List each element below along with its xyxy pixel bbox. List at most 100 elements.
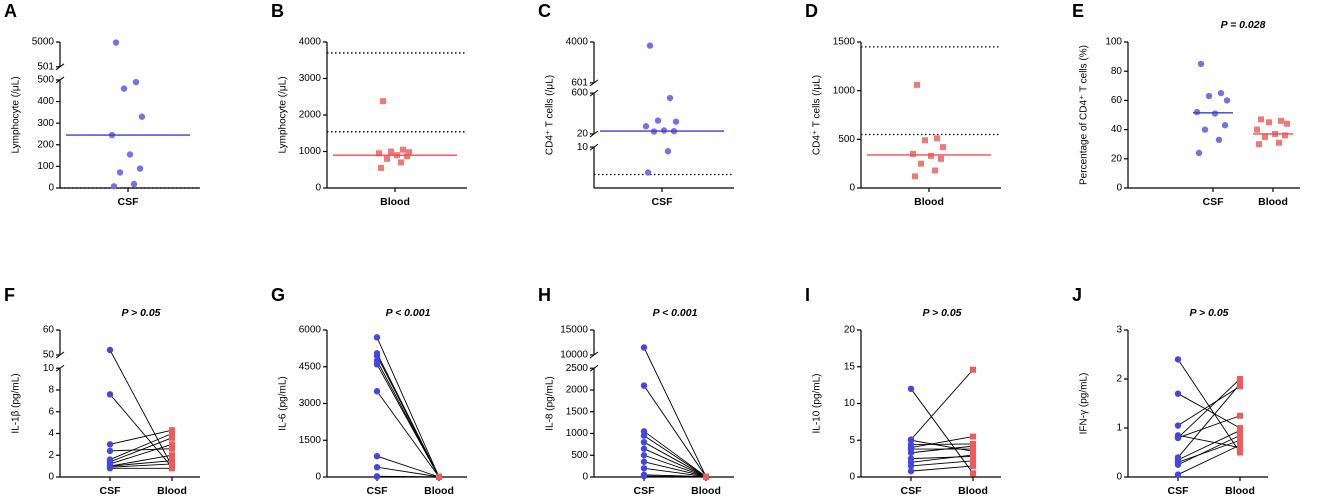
data-point (1237, 442, 1243, 449)
data-point (169, 427, 175, 434)
y-tick-label: 4000 (299, 37, 322, 48)
data-point (907, 467, 915, 475)
y-axis-label: CD4⁺ T cells (/μL) (545, 75, 556, 155)
x-tick-label: Blood (691, 485, 721, 497)
y-tick-label: 100 (1105, 37, 1122, 48)
data-point (1217, 89, 1225, 97)
y-tick-label: 1500 (566, 406, 589, 417)
data-point (1237, 376, 1243, 382)
y-axis-label: IFN-γ (pg/mL) (1079, 373, 1090, 435)
x-tick-label: CSF (1168, 485, 1190, 497)
data-point (1237, 380, 1243, 387)
pair-line (910, 465, 974, 472)
data-point (1215, 136, 1223, 144)
y-tick-label: 0 (849, 183, 855, 194)
data-point (169, 457, 175, 464)
p-value: P < 0.001 (653, 307, 698, 319)
pair-line (109, 349, 173, 467)
data-point (907, 385, 915, 392)
y-tick-label: 5000 (32, 37, 55, 48)
pair-line (1177, 430, 1241, 461)
x-tick-label: Blood (157, 485, 187, 497)
pair-line (1177, 444, 1241, 475)
pair-line (910, 454, 974, 463)
data-point (1262, 133, 1268, 140)
data-point (126, 151, 134, 158)
y-tick-label: 500 (571, 450, 588, 461)
y-axis-label: Lymphocyte (/μL) (278, 76, 289, 153)
data-point (922, 137, 928, 144)
data-point (932, 167, 938, 174)
data-point (378, 164, 384, 171)
pair-line (109, 454, 173, 467)
x-tick-label: Blood (1258, 196, 1288, 208)
data-point (640, 382, 648, 389)
data-point (1258, 116, 1264, 123)
data-point (1237, 427, 1243, 434)
data-point (640, 344, 648, 351)
data-point (169, 434, 175, 441)
pair-line (643, 430, 707, 477)
pair-line (643, 448, 707, 477)
data-point (1254, 126, 1260, 133)
panel-letter: D (805, 1, 818, 21)
data-point (169, 452, 175, 459)
data-point (404, 153, 410, 160)
data-point (169, 460, 175, 467)
panel-letter: J (1072, 285, 1082, 305)
y-tick-label: 20 (577, 129, 589, 140)
data-point (1284, 120, 1290, 127)
y-tick-label: 2 (48, 450, 54, 461)
pair-line (376, 390, 440, 478)
data-point (1221, 122, 1229, 129)
y-tick-label: 2000 (299, 110, 322, 121)
y-tick-label: 6 (48, 406, 54, 417)
x-tick-label: CSF (901, 485, 923, 497)
pair-line (109, 394, 173, 468)
y-tick-label: 60 (1111, 95, 1123, 106)
data-point (1256, 141, 1262, 148)
pair-line (376, 455, 440, 478)
y-tick-label: 1500 (833, 37, 856, 48)
y-tick-label: 2000 (566, 385, 589, 396)
y-axis-label: Lymphocyte (/μL) (11, 76, 22, 153)
y-tick-label: 6000 (299, 325, 322, 336)
pair-line (910, 455, 974, 460)
p-value: P > 0.05 (121, 307, 160, 319)
pair-line (1177, 434, 1241, 466)
data-point (970, 366, 976, 373)
x-tick-label: CSF (634, 485, 656, 497)
y-tick-label: 2500 (566, 363, 589, 374)
y-tick-label: 600 (571, 88, 588, 99)
data-point (1205, 92, 1213, 100)
data-point (666, 94, 674, 102)
data-point (1174, 434, 1182, 441)
data-point (640, 445, 648, 452)
data-point (970, 470, 976, 477)
data-point (106, 391, 114, 398)
pair-line (109, 429, 173, 445)
x-tick-label: CSF (1203, 196, 1225, 208)
data-point (1195, 149, 1203, 157)
y-tick-label: 0 (849, 472, 855, 483)
pair-line (376, 337, 440, 478)
y-tick-label: 15000 (560, 325, 588, 336)
pair-line (643, 347, 707, 477)
pair-line (1177, 393, 1241, 429)
y-tick-label: 80 (1111, 66, 1123, 77)
y-tick-label: 8 (48, 385, 54, 396)
y-tick-label: 20 (844, 325, 856, 336)
y-tick-label: 601 (571, 78, 588, 89)
data-point (1282, 132, 1288, 139)
y-tick-label: 60 (43, 325, 55, 336)
pair-line (643, 441, 707, 477)
data-point (970, 457, 976, 464)
panel-letter: F (4, 285, 15, 305)
x-tick-label: CSF (367, 485, 389, 497)
panel-letter: C (538, 1, 551, 21)
pair-line (1177, 415, 1241, 439)
pair-line (643, 461, 707, 478)
y-tick-label: 2 (1116, 374, 1122, 385)
y-tick-label: 501 (37, 61, 54, 72)
